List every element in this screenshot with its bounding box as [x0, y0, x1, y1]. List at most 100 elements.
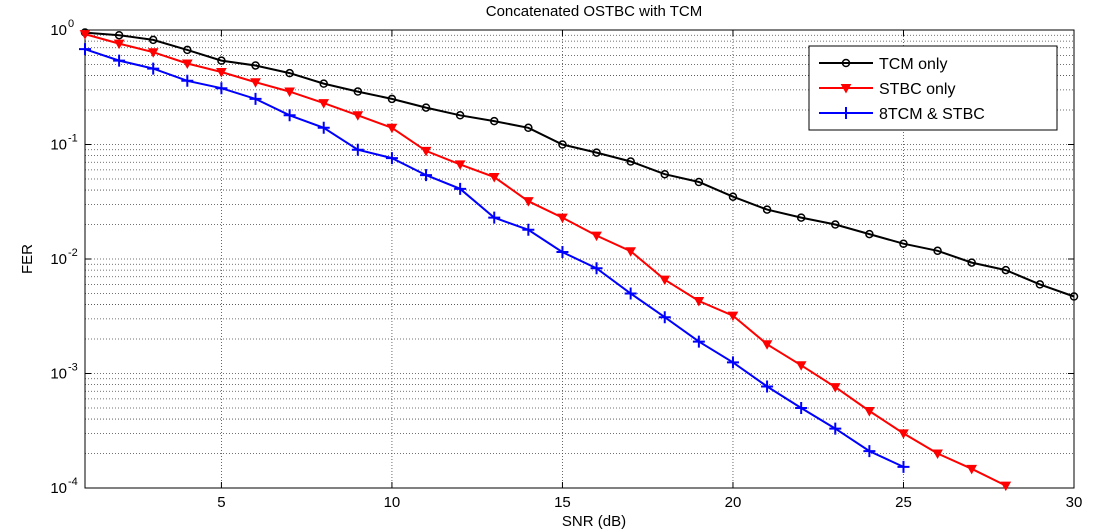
x-tick-label: 15	[554, 494, 571, 511]
data-point	[319, 79, 328, 88]
y-tick-exponent: -4	[68, 476, 78, 488]
legend-label: TCM only	[879, 56, 947, 73]
data-point	[1035, 280, 1045, 289]
chart-title: Concatenated OSTBC with TCM	[486, 3, 702, 20]
data-point	[727, 311, 739, 322]
data-point	[659, 275, 671, 286]
y-tick-label: 10	[50, 22, 67, 39]
data-point	[829, 422, 842, 435]
x-tick-label: 5	[217, 494, 225, 511]
y-tick-label: 10	[50, 251, 67, 268]
data-point	[625, 247, 637, 257]
data-point	[864, 407, 875, 417]
y-tick-exponent: -3	[68, 362, 78, 374]
legend-marker	[840, 107, 852, 119]
y-tick-label: 10	[50, 480, 67, 497]
data-point	[863, 445, 876, 458]
y-tick-label: 10	[50, 366, 67, 383]
legend-marker	[840, 84, 852, 94]
data-point	[250, 78, 261, 88]
data-point	[897, 460, 910, 473]
data-point	[728, 192, 738, 201]
x-tick-label: 20	[725, 494, 742, 511]
data-point	[796, 213, 806, 222]
data-point	[148, 35, 158, 45]
data-point	[488, 211, 501, 224]
legend-label: STBC only	[879, 81, 955, 98]
x-axis-label: SNR (dB)	[562, 513, 626, 529]
data-point	[352, 111, 364, 121]
data-point	[217, 56, 226, 65]
data-point	[181, 74, 194, 87]
data-point	[353, 87, 363, 96]
data-point	[624, 287, 637, 300]
data-point	[249, 92, 262, 105]
data-point	[761, 380, 774, 393]
data-point	[385, 152, 398, 165]
data-point	[79, 30, 91, 40]
data-point	[318, 99, 330, 109]
data-point	[558, 140, 567, 149]
series-line	[84, 31, 1075, 298]
y-tick-exponent: -1	[68, 133, 78, 145]
data-point	[114, 30, 124, 40]
data-point	[455, 111, 465, 120]
data-point	[522, 197, 534, 207]
data-point	[251, 61, 260, 70]
data-point	[113, 54, 126, 67]
y-tick-exponent: -2	[68, 247, 78, 259]
data-point	[215, 82, 228, 95]
data-point	[283, 109, 296, 122]
data-point	[626, 157, 635, 166]
data-point	[488, 173, 500, 183]
data-point	[762, 205, 772, 214]
data-point	[556, 246, 569, 259]
y-axis-label: FER	[19, 244, 36, 274]
data-point	[967, 258, 976, 267]
data-point	[761, 340, 773, 350]
legend-marker	[841, 58, 851, 68]
data-point	[557, 213, 568, 224]
data-point	[831, 220, 840, 229]
data-point	[694, 177, 704, 187]
data-point	[285, 68, 294, 78]
data-point	[692, 335, 705, 348]
y-tick-exponent: 0	[68, 18, 74, 30]
data-point	[898, 429, 909, 439]
series-3	[79, 43, 910, 473]
data-point	[284, 87, 295, 98]
data-point	[592, 148, 601, 157]
data-point	[420, 146, 432, 157]
data-point	[113, 39, 125, 50]
y-tick-label: 10	[50, 137, 67, 154]
data-point	[966, 464, 978, 475]
series-2	[79, 30, 1012, 492]
data-point	[454, 182, 467, 195]
data-point	[660, 169, 670, 179]
data-point	[899, 239, 908, 248]
data-point	[795, 361, 807, 371]
data-point	[1069, 292, 1079, 301]
data-point	[590, 262, 603, 275]
data-point	[1001, 265, 1011, 275]
data-point	[591, 231, 602, 242]
data-point	[183, 45, 192, 55]
data-point	[317, 121, 330, 134]
data-point	[693, 296, 705, 307]
series-line	[84, 48, 904, 468]
legend: TCM only STBC only 8TCM & STBC	[808, 45, 1058, 131]
x-tick-label: 25	[895, 494, 912, 511]
data-point	[726, 356, 739, 369]
legend-label: 8TCM & STBC	[879, 106, 985, 123]
data-point	[181, 59, 193, 70]
data-point	[387, 94, 397, 104]
data-point	[216, 67, 227, 78]
data-point	[421, 103, 431, 112]
x-tick-label: 10	[384, 494, 401, 511]
grid	[85, 30, 1074, 488]
data-point	[147, 48, 159, 58]
data-point	[1000, 481, 1012, 492]
data-point	[933, 246, 942, 256]
data-point	[79, 43, 91, 56]
